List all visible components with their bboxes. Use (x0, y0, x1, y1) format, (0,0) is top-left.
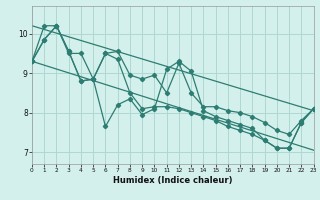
X-axis label: Humidex (Indice chaleur): Humidex (Indice chaleur) (113, 176, 233, 185)
